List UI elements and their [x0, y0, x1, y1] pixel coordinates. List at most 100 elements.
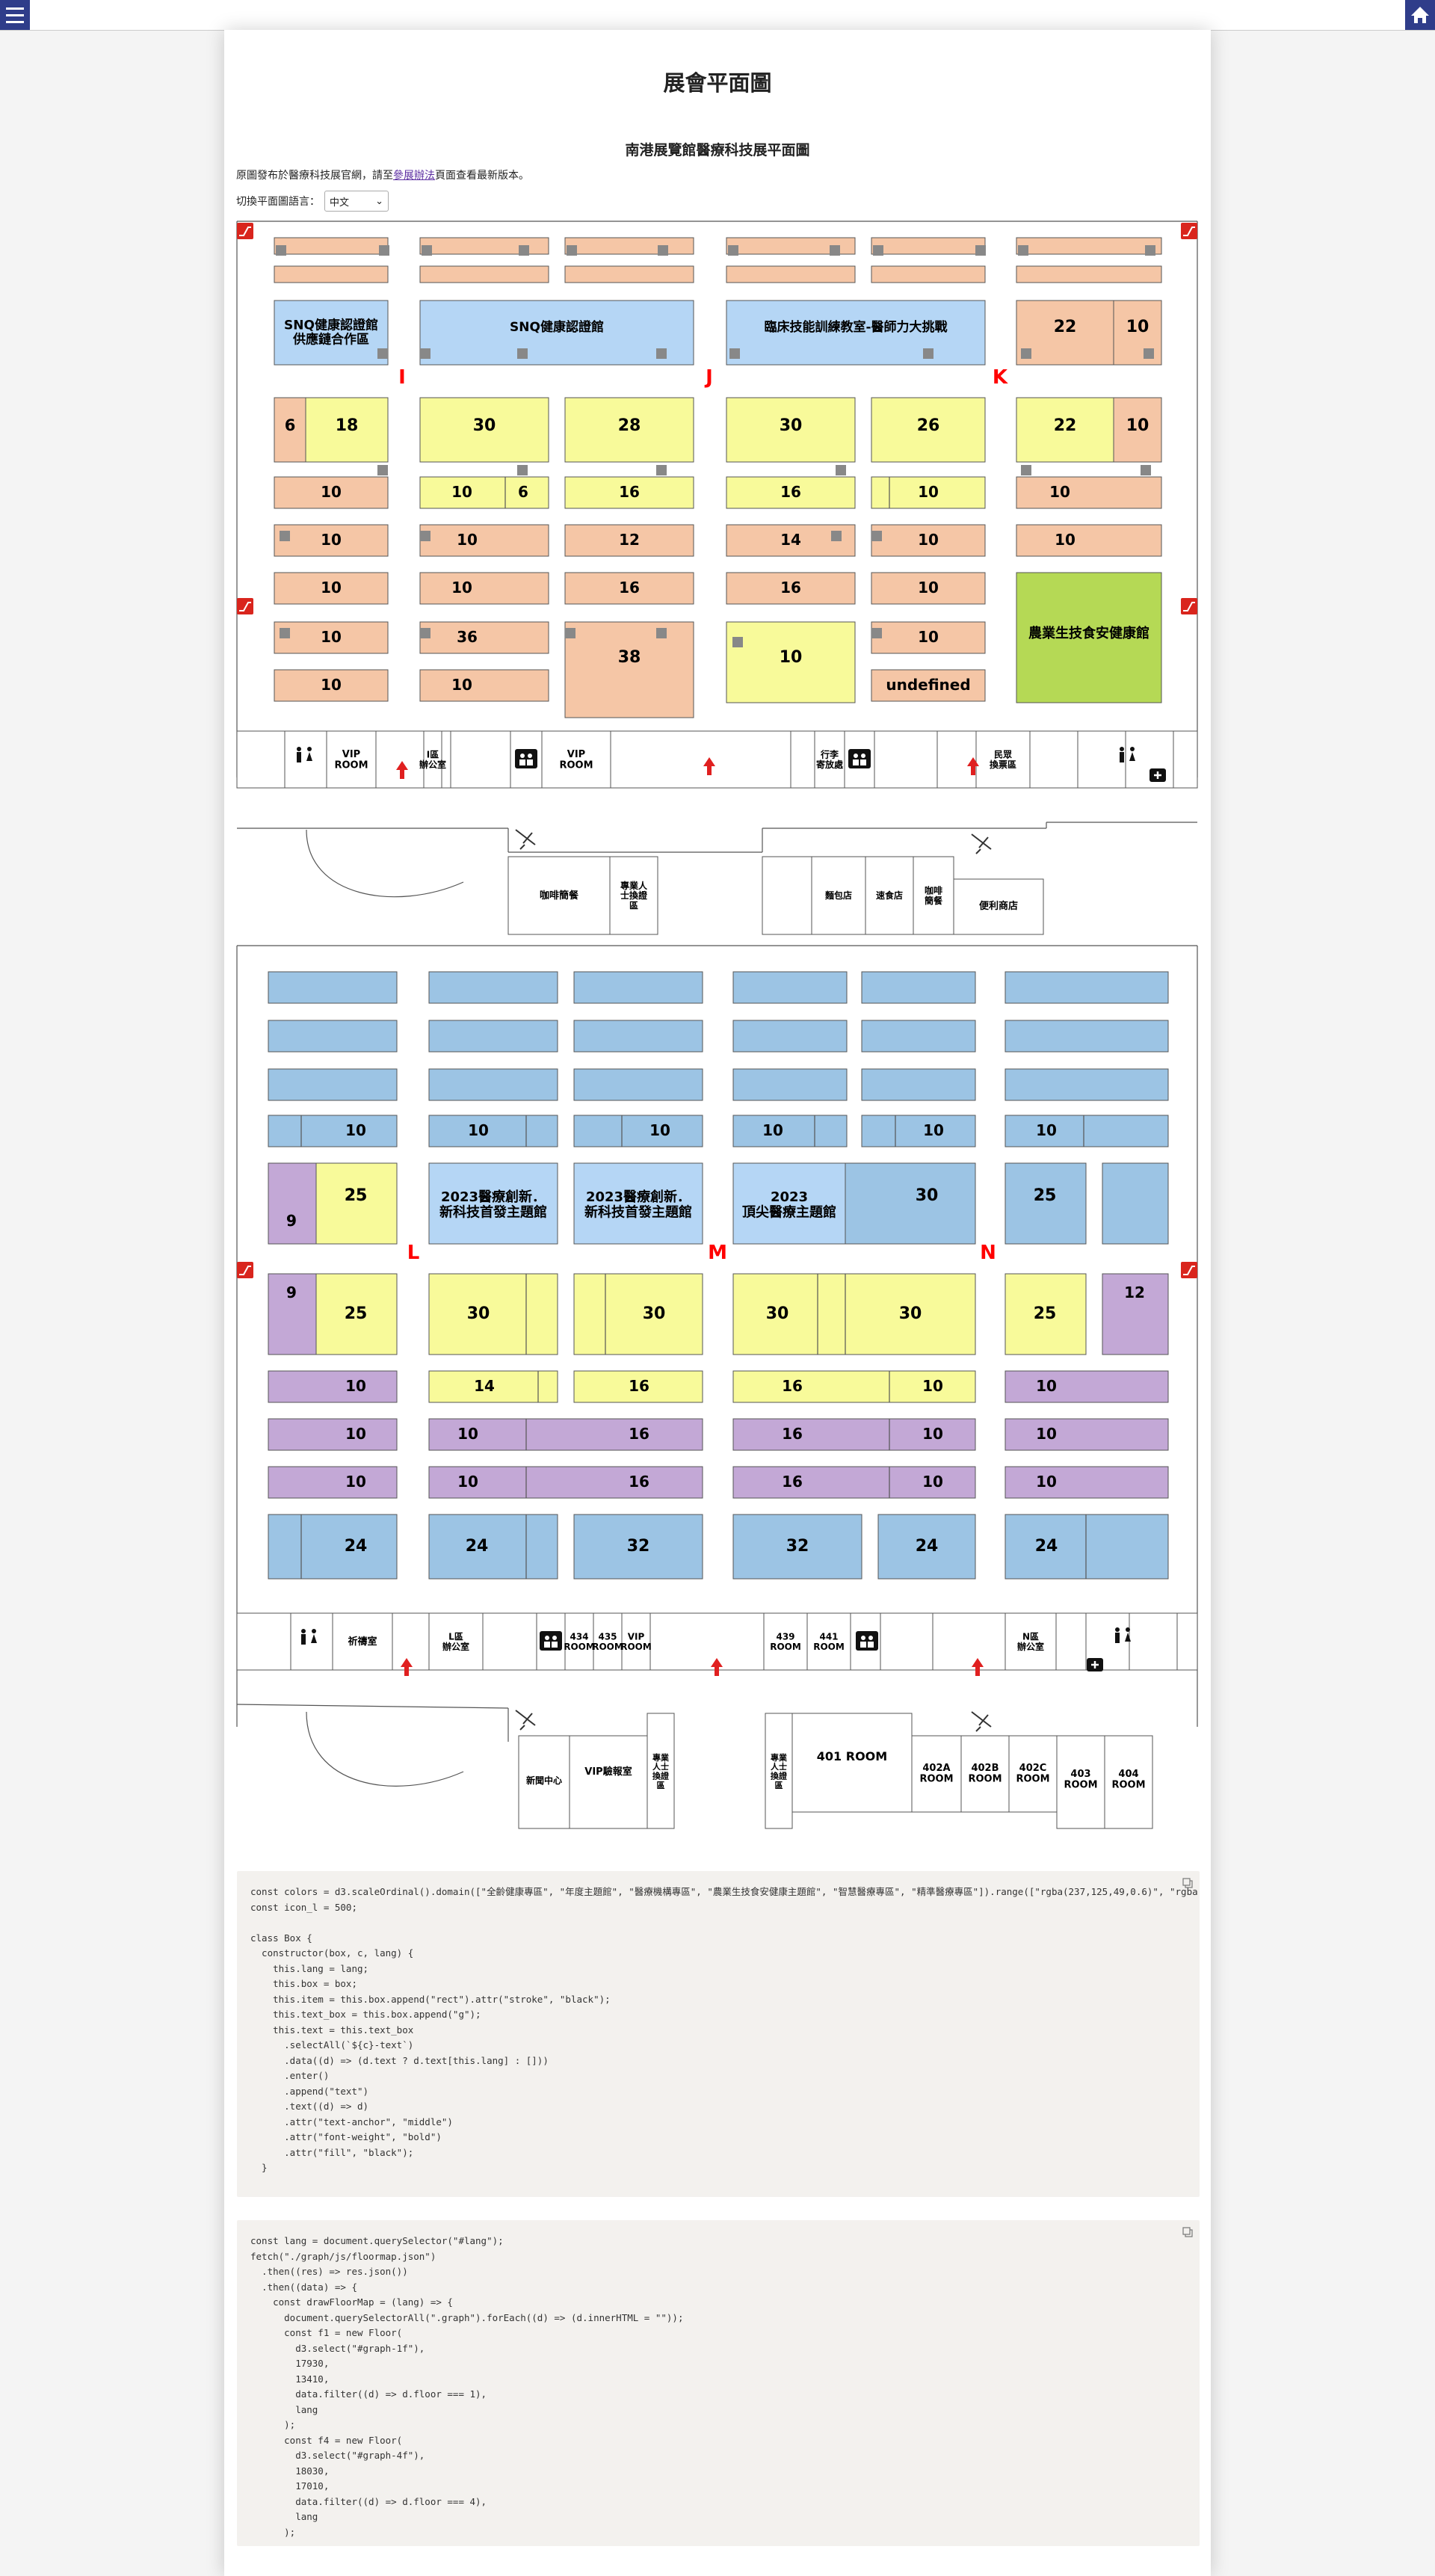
restroom-icon — [1120, 747, 1124, 751]
feature-label: 2023醫療創新． — [586, 1189, 691, 1205]
booth — [1004, 1514, 1169, 1580]
facility-label: 簡餐 — [925, 894, 943, 905]
booth — [861, 971, 976, 1004]
booth-number: 10 — [345, 1473, 366, 1491]
elevator-icon — [527, 759, 533, 765]
facility-label: VIP ROOM — [559, 748, 593, 771]
pillar-marker — [1018, 245, 1028, 256]
pillar-marker — [1144, 348, 1154, 359]
booth-number: 10 — [451, 483, 472, 501]
facility-label: 寄放處 — [816, 758, 843, 769]
facility-room — [1056, 1735, 1105, 1829]
booth-number: 16 — [619, 579, 640, 597]
booth-number: 30 — [780, 416, 803, 435]
elevator-icon — [545, 1636, 549, 1640]
pillar-marker — [836, 465, 846, 475]
facility-label: 401 ROOM — [817, 1749, 887, 1763]
booth — [1004, 1370, 1169, 1403]
facility-room — [911, 1735, 962, 1813]
copy-icon[interactable] — [1182, 2226, 1194, 2238]
booth-number: 10 — [321, 579, 342, 597]
facility-label: 402B ROOM — [968, 1762, 1002, 1784]
booth — [419, 524, 549, 557]
facility-label: 麵包店 — [824, 890, 852, 901]
booth — [268, 1418, 398, 1451]
booth-number: 25 — [1034, 1186, 1057, 1205]
facility-label: 專業人士換證區 — [771, 1752, 788, 1790]
feature-label: 2023 頂尖醫療主題館 — [742, 1189, 836, 1220]
booth-number: 10 — [649, 1121, 670, 1139]
curved-wall — [306, 829, 464, 898]
facility-label: ROOM — [1064, 1779, 1097, 1790]
facility-label: 便利商店 — [979, 900, 1018, 912]
booth-number: 10 — [1049, 483, 1070, 501]
feature-label: 2023醫療創新．新科技首發主題館 — [584, 1189, 692, 1220]
booth-number: 10 — [918, 483, 939, 501]
facility-room — [326, 730, 377, 789]
elevator-icon — [860, 759, 866, 765]
facility-label: 402A ROOM — [919, 1762, 953, 1784]
booth-number: 10 — [1036, 1377, 1057, 1395]
booth — [1016, 524, 1162, 557]
pillar-marker — [732, 637, 743, 647]
feature-booth — [274, 300, 389, 366]
restroom-icon — [306, 752, 312, 761]
booth — [732, 1068, 848, 1101]
booth — [268, 1068, 398, 1101]
copy-icon[interactable] — [1182, 1877, 1194, 1889]
exhibit-rules-link[interactable]: 參展辦法 — [393, 170, 435, 182]
booth — [1004, 1273, 1087, 1355]
language-switch: 切換平面圖語言： 中文 ⌄ — [236, 191, 389, 212]
booth-number: 16 — [780, 483, 801, 501]
booth — [573, 1020, 703, 1053]
feature-booth — [419, 300, 694, 366]
booth-number: 16 — [629, 1377, 649, 1395]
feature-label: 頂尖醫療主題館 — [742, 1204, 836, 1220]
booth — [274, 237, 389, 255]
page-title: 展會平面圖 — [663, 70, 772, 96]
facility-room — [806, 1612, 851, 1671]
booth-number: 30 — [643, 1304, 666, 1323]
pillar-marker — [420, 628, 430, 638]
facility-label: 換證 — [652, 1770, 670, 1781]
booth — [726, 476, 856, 509]
booth-number: 14 — [474, 1377, 495, 1395]
facility-room — [763, 1612, 808, 1671]
restroom-icon — [311, 1634, 317, 1643]
language-select[interactable]: 中文 ⌄ — [324, 191, 389, 212]
menu-icon[interactable] — [0, 0, 30, 30]
facility-label: 404 ROOM — [1111, 1768, 1145, 1790]
booth — [1004, 1418, 1169, 1451]
facility-room — [1077, 730, 1126, 789]
elevator-icon — [854, 754, 858, 758]
home-icon[interactable] — [1405, 0, 1435, 30]
floor-plan-title: 南港展覽館醫療科技展平面圖 — [625, 142, 810, 158]
escalator-icon — [1181, 1262, 1197, 1278]
booth — [1016, 397, 1114, 463]
facility-label: 區 — [629, 900, 638, 910]
pillar-marker — [728, 245, 738, 256]
booth — [871, 572, 986, 605]
booth — [726, 237, 856, 255]
facility-room — [621, 1612, 651, 1671]
feature-label: 2023醫療創新．新科技首發主題館 — [439, 1189, 547, 1220]
booth-number: 30 — [780, 416, 803, 435]
restroom-icon — [1115, 1627, 1120, 1632]
facility-room — [762, 856, 812, 935]
booth-number: 10 — [1126, 416, 1149, 435]
booth — [428, 971, 558, 1004]
booth-number: 9 — [286, 1212, 297, 1230]
booth-number: 16 — [782, 1425, 803, 1443]
booth — [573, 1115, 703, 1147]
booth-number: 32 — [786, 1537, 809, 1556]
pillar-marker — [1145, 245, 1155, 256]
feature-label: 2023 — [771, 1189, 808, 1205]
code-block-classes: const colors = d3.scaleOrdinal().domain(… — [237, 1871, 1200, 2197]
booth-number: 30 — [899, 1304, 922, 1323]
booth — [1004, 1466, 1169, 1499]
booth-number: 16 — [782, 1473, 803, 1491]
booth — [268, 1370, 398, 1403]
booth-number: 25 — [345, 1186, 368, 1205]
booth — [1004, 971, 1169, 1004]
escalator-icon — [237, 1262, 253, 1278]
